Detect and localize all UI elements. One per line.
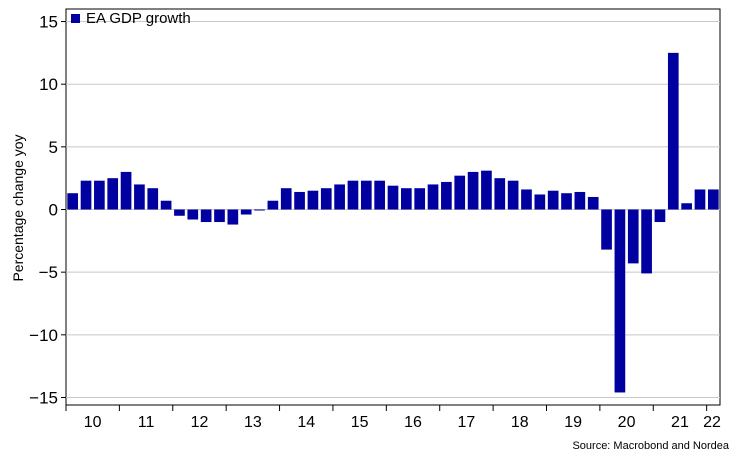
y-axis-ticks: 15 10 5 0 −5 −10 −15 [29, 13, 66, 407]
x-tick-label: 15 [351, 414, 369, 431]
bar [294, 191, 305, 210]
bar [401, 188, 412, 210]
bar [627, 209, 639, 264]
bar [147, 188, 159, 210]
bar [94, 180, 105, 210]
x-axis-ticks: 10 11 12 13 14 15 16 17 18 19 20 21 22 [65, 405, 721, 431]
x-tick-label: 20 [618, 414, 636, 431]
x-tick-label: 18 [511, 414, 529, 431]
bar [374, 180, 385, 210]
bar [120, 171, 132, 210]
bar [547, 190, 559, 210]
y-tick-label: −10 [29, 326, 58, 345]
bar [414, 188, 426, 210]
x-tick-label: 16 [404, 414, 422, 431]
x-tick-label: 13 [244, 414, 262, 431]
bar [427, 184, 439, 210]
y-tick-label: 0 [49, 201, 58, 220]
bar [574, 191, 586, 210]
bar [521, 189, 532, 210]
legend-label: EA GDP growth [86, 10, 191, 27]
bar [454, 175, 466, 210]
x-tick-label: 17 [458, 414, 476, 431]
legend-swatch [71, 14, 80, 23]
bar [654, 209, 666, 223]
bar [307, 190, 319, 210]
bar [601, 209, 612, 250]
bar [107, 178, 119, 210]
bar [67, 193, 79, 210]
bar [214, 209, 225, 223]
bar [694, 189, 706, 210]
x-tick-label: 12 [191, 414, 209, 431]
bar [187, 209, 199, 220]
source-note: Source: Macrobond and Nordea [572, 440, 729, 452]
bar [200, 209, 212, 223]
bar [641, 209, 652, 274]
bar [360, 180, 372, 210]
y-tick-label: 15 [39, 13, 58, 32]
bar [134, 184, 145, 210]
bar [534, 194, 546, 210]
bar [587, 196, 599, 210]
gridlines [66, 21, 720, 398]
bars [67, 52, 719, 393]
bar [441, 181, 452, 210]
x-tick-label: 19 [564, 414, 582, 431]
bar [267, 200, 279, 210]
bar [481, 170, 492, 210]
bar [467, 171, 479, 210]
x-tick-label: 21 [671, 414, 689, 431]
bar [320, 188, 332, 210]
y-tick-label: −5 [39, 263, 58, 282]
bar [280, 188, 292, 210]
y-tick-label: 5 [49, 138, 58, 157]
bar [507, 180, 519, 210]
bar [561, 193, 572, 210]
y-axis-label: Percentage change yoy [10, 134, 26, 282]
bar [347, 180, 359, 210]
x-tick-label: 11 [138, 414, 155, 431]
bar [387, 185, 399, 210]
bar [174, 209, 185, 216]
bar [80, 180, 92, 210]
bar [334, 184, 345, 210]
bar [227, 209, 239, 225]
bar [681, 203, 692, 210]
bar [494, 178, 506, 210]
bar [614, 209, 626, 393]
bar [707, 189, 719, 210]
y-tick-label: 10 [39, 75, 58, 94]
bar [254, 209, 265, 211]
bar [667, 52, 679, 210]
y-tick-label: −15 [29, 388, 58, 407]
bar [240, 209, 252, 215]
legend: EA GDP growth [71, 10, 191, 27]
x-tick-label: 10 [84, 414, 102, 431]
bar [160, 200, 172, 210]
x-tick-label: 14 [297, 414, 315, 431]
x-tick-label: 22 [703, 414, 721, 431]
